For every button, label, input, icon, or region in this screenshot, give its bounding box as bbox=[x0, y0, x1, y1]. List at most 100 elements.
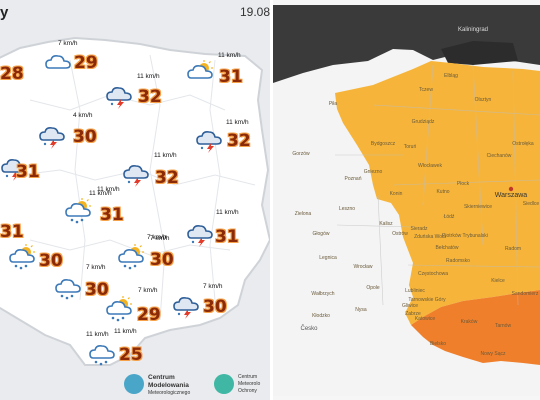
city-label: Zielona bbox=[295, 211, 312, 217]
city-label: Głogów bbox=[313, 231, 330, 237]
temperature-label: 30 bbox=[73, 127, 97, 147]
city-label: Skierniewice bbox=[464, 204, 492, 210]
thunderstorm-icon bbox=[172, 292, 202, 319]
temperature-label: 30 bbox=[150, 250, 174, 270]
temperature-label: 28 bbox=[0, 64, 24, 84]
city-label: Zduńska Wola bbox=[414, 234, 446, 240]
country-label: Česko bbox=[300, 325, 318, 332]
thunderstorm-icon bbox=[195, 126, 225, 153]
temperature-label: 29 bbox=[137, 305, 161, 325]
temperature-label: 31 bbox=[219, 67, 243, 87]
city-label: Radomsko bbox=[446, 258, 470, 264]
temperature-label: 30 bbox=[85, 280, 109, 300]
temperature-label: 30 bbox=[203, 297, 227, 317]
city-label: Ostrów bbox=[392, 231, 408, 237]
sun-cloud-rain-icon bbox=[8, 244, 38, 270]
city-label: Kalisz bbox=[379, 221, 393, 227]
cmo-logo-text-3: Ochrony bbox=[238, 388, 257, 394]
city-label: Łódź bbox=[444, 214, 455, 220]
city-label: Płock bbox=[457, 181, 470, 187]
capital-marker-icon bbox=[508, 186, 514, 192]
wind-speed-label: 7 km/h bbox=[86, 264, 106, 271]
thunderstorm-icon bbox=[38, 122, 68, 149]
sun-cloud-rain-icon bbox=[105, 296, 135, 322]
city-label: Katowice bbox=[415, 316, 436, 322]
city-label: Grudziądz bbox=[412, 119, 435, 125]
wind-speed-label: 7 km/h bbox=[58, 40, 78, 47]
thunderstorm-icon bbox=[0, 154, 30, 181]
cmm-logo-text-3: Meteorologicznego bbox=[148, 390, 191, 396]
sun-cloud-rain-icon bbox=[117, 244, 147, 270]
thunderstorm-icon bbox=[186, 220, 216, 247]
wind-speed-label: 7 km/h bbox=[150, 235, 170, 242]
wind-speed-label: 11 km/h bbox=[216, 209, 239, 216]
sun-cloud-rain-icon bbox=[64, 198, 94, 224]
wind-speed-label: 4 km/h bbox=[73, 112, 93, 119]
cmo-logo-text-1: Centrum bbox=[238, 374, 258, 380]
city-label: Gliwice bbox=[402, 303, 418, 309]
city-label: Bełchatów bbox=[435, 245, 458, 251]
city-label: Poznań bbox=[345, 176, 362, 182]
city-label: Bydgoszcz bbox=[371, 141, 396, 147]
wind-speed-label: 11 km/h bbox=[114, 328, 137, 335]
city-label: Tarnów bbox=[495, 323, 512, 329]
temperature-label: 30 bbox=[39, 251, 63, 271]
wind-speed-label: 11 km/h bbox=[226, 119, 249, 126]
cloud-icon bbox=[44, 50, 74, 76]
forecast-map-panel: y 19.08 28 29 7 km/h 31 11 km/h 32 11 km/h 30 4 … bbox=[0, 0, 270, 400]
temperature-label: 32 bbox=[155, 168, 179, 188]
poland-outline-map bbox=[0, 36, 270, 366]
city-label: Lubliniec bbox=[405, 288, 425, 294]
city-label: Kraków bbox=[461, 319, 478, 325]
cmm-logo-text-1: Centrum bbox=[148, 374, 175, 381]
cmm-logo-icon bbox=[124, 374, 144, 394]
city-label: Kielce bbox=[491, 278, 505, 284]
yellow-warning-zone bbox=[335, 61, 540, 325]
city-label: Gniezno bbox=[364, 169, 383, 175]
city-label: Częstochowa bbox=[418, 271, 448, 277]
temperature-label: 31 bbox=[16, 162, 40, 182]
temperature-label: 25 bbox=[119, 345, 143, 365]
temperature-label: 29 bbox=[74, 53, 98, 73]
temperature-label: 32 bbox=[227, 131, 251, 151]
temperature-label: 31 bbox=[0, 222, 24, 242]
panel-divider bbox=[270, 0, 273, 400]
city-label: Elbląg bbox=[444, 73, 458, 79]
city-label: Nowy Sącz bbox=[480, 351, 506, 357]
country-labels: Česko Kaliningrad bbox=[300, 27, 488, 332]
orange-warning-zone bbox=[411, 290, 540, 365]
city-label: Zabrze bbox=[405, 311, 421, 317]
temperature-label: 31 bbox=[215, 227, 239, 247]
city-label: Konin bbox=[390, 191, 403, 197]
city-labels: Warszawa Bydgoszcz Poznań Łódź Wrocław Katowi… bbox=[292, 73, 539, 357]
city-label: Bielsko bbox=[430, 341, 446, 347]
cmo-logo-text-2: Meteorolo bbox=[238, 381, 261, 387]
city-label: Nysa bbox=[355, 307, 367, 313]
city-label: Tczew bbox=[419, 87, 433, 93]
city-label: Radom bbox=[505, 246, 521, 252]
warning-map: Warszawa Bydgoszcz Poznań Łódź Wrocław Katowi… bbox=[273, 5, 540, 396]
city-label: Legnica bbox=[319, 255, 337, 261]
wind-speed-label: 11 km/h bbox=[137, 73, 160, 80]
wind-speed-label: 7 km/h bbox=[147, 234, 167, 241]
region-borders bbox=[335, 64, 540, 306]
city-label: Tarnowskie Góry bbox=[408, 297, 446, 303]
thunderstorm-icon bbox=[122, 160, 152, 187]
wind-speed-label: 7 km/h bbox=[203, 283, 223, 290]
wind-speed-label: 11 km/h bbox=[89, 190, 112, 197]
kaliningrad-region bbox=[441, 41, 518, 65]
rain-icon bbox=[54, 274, 84, 300]
wind-speed-label: 11 km/h bbox=[154, 152, 177, 159]
city-label: Wałbrzych bbox=[311, 291, 334, 297]
wind-speed-label: 7 km/h bbox=[138, 287, 158, 294]
city-label: Leszno bbox=[339, 206, 355, 212]
thunderstorm-icon bbox=[105, 82, 135, 109]
city-label: Włocławek bbox=[418, 163, 442, 169]
cmm-logo-text-2: Modelowania bbox=[148, 382, 189, 389]
rain-icon bbox=[88, 340, 118, 366]
forecast-title: y bbox=[0, 4, 9, 21]
city-label: Olsztyn bbox=[475, 97, 492, 103]
temperature-label: 32 bbox=[138, 87, 162, 107]
wind-speed-label: 11 km/h bbox=[97, 186, 120, 193]
city-label: Piotrków Trybunalski bbox=[442, 233, 488, 239]
